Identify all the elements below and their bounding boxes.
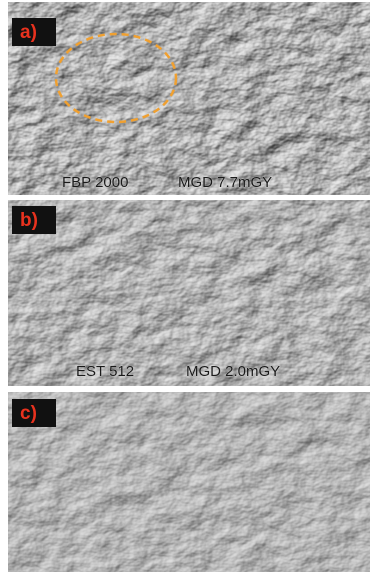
caption: FBP 2000: [62, 174, 128, 191]
caption: MGD 2.0mGY: [186, 363, 280, 380]
figure: a) FBP 2000 MGD 7.7mGY b) EST 512 MGD 2.…: [0, 0, 377, 575]
caption: EST 512: [76, 363, 134, 380]
caption: MGD 7.7mGY: [178, 174, 272, 191]
panel-label: b): [20, 210, 38, 231]
page: a) FBP 2000 MGD 7.7mGY b) EST 512 MGD 2.…: [0, 0, 377, 575]
panel-label: a): [20, 22, 37, 43]
image-panel: [8, 200, 370, 386]
panel-label: c): [20, 403, 37, 424]
image-panel: [8, 392, 370, 572]
image-panel: [8, 2, 370, 195]
